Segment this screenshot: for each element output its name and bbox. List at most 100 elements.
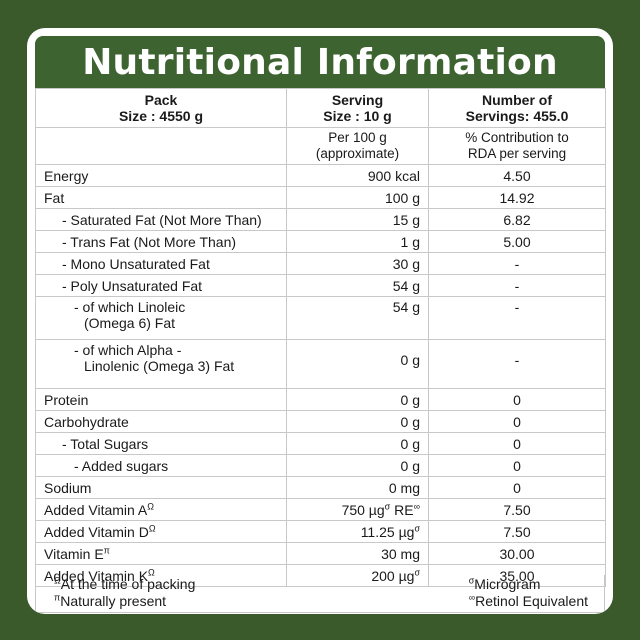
nutrient-label-text: Added Vitamin D — [44, 523, 149, 540]
sigma-mark: σ — [468, 575, 475, 586]
infinity-mark: ∞ — [468, 592, 476, 603]
footnotes-right: σMicrogram ∞Retinol Equivalent — [469, 576, 588, 610]
nutrient-rda: 6.82 — [428, 208, 606, 231]
table-row: Sodium 0 mg 0 — [35, 476, 606, 499]
nutrient-label-text: Added Vitamin K — [44, 567, 149, 584]
omega-mark: Ω — [148, 522, 156, 533]
nutrient-label: - Trans Fat (Not More Than) — [35, 230, 287, 253]
nutrient-rda: 30.00 — [428, 542, 606, 565]
nutrient-label: Sodium — [35, 476, 287, 499]
table-row: - Mono Unsaturated Fat 30 g - — [35, 252, 606, 275]
nutrient-value: 11.25 µgσ — [286, 520, 429, 543]
nutrient-value: 0 g — [286, 410, 429, 433]
nutrient-rda: 5.00 — [428, 230, 606, 253]
serving-size: Size : 10 g — [323, 108, 392, 124]
nutrient-rda: 7.50 — [428, 520, 606, 543]
nutrient-rda: - — [428, 274, 606, 297]
table-row: Protein 0 g 0 — [35, 388, 606, 411]
table-header-row: Pack Size : 4550 g Serving Size : 10 g N… — [35, 88, 606, 128]
nutrient-rda: 0 — [428, 410, 606, 433]
rda-header: % Contribution to RDA per serving — [428, 127, 606, 165]
footnote-text: At the time of packing — [60, 576, 196, 592]
nutrient-rda: 0 — [428, 454, 606, 477]
nutrition-table: Pack Size : 4550 g Serving Size : 10 g N… — [35, 88, 606, 587]
per-100g-line2: (approximate) — [315, 146, 400, 161]
nutrient-value: 0 g — [286, 388, 429, 411]
nutrient-rda: 0 — [428, 388, 606, 411]
nutrient-label: - of which Linoleic (Omega 6) Fat — [35, 296, 287, 340]
table-row: - Saturated Fat (Not More Than) 15 g 6.8… — [35, 208, 606, 231]
omega-mark: Ω — [148, 566, 155, 577]
table-row: - Trans Fat (Not More Than) 1 g 5.00 — [35, 230, 606, 253]
nutrient-value-text: 200 µg — [371, 567, 415, 584]
table-row: Vitamin Eπ 30 mg 30.00 — [35, 542, 606, 565]
nutrient-rda: 4.50 — [428, 164, 606, 187]
table-row: - Total Sugars 0 g 0 — [35, 432, 606, 455]
footnote-text: Retinol Equivalent — [475, 593, 588, 609]
nutrient-rda: 35.00 — [428, 564, 606, 587]
nutrient-label: - Poly Unsaturated Fat — [35, 274, 287, 297]
nutrient-label-text: Vitamin E — [44, 545, 104, 562]
omega-mark: Ω — [54, 575, 61, 586]
nutrient-value: 30 mg — [286, 542, 429, 565]
footnote-text: Naturally present — [60, 593, 167, 609]
nutrient-value: 750 µgσ RE∞ — [286, 498, 429, 521]
nutrient-label: Energy — [35, 164, 287, 187]
nutrient-rda: - — [428, 339, 606, 389]
nutrient-rda: 0 — [428, 432, 606, 455]
table-row: Added Vitamin DΩ 11.25 µgσ 7.50 — [35, 520, 606, 543]
nutrient-label: Added Vitamin AΩ — [35, 498, 287, 521]
nutrient-value: 54 g — [286, 296, 429, 340]
nutrient-value: 1 g — [286, 230, 429, 253]
nutrient-rda: 14.92 — [428, 186, 606, 209]
footnote-pi: πNaturally present — [54, 593, 195, 610]
table-row: - Poly Unsaturated Fat 54 g - — [35, 274, 606, 297]
nutrient-label: Added Vitamin KΩ — [35, 564, 287, 587]
rda-line2: RDA per serving — [467, 146, 567, 161]
nutrient-label: - Added sugars — [35, 454, 287, 477]
sigma-mark: σ — [414, 566, 420, 577]
table-row: Carbohydrate 0 g 0 — [35, 410, 606, 433]
pack-size: Size : 4550 g — [118, 108, 204, 124]
nutrient-value: 54 g — [286, 274, 429, 297]
nutrient-label-line2: (Omega 6) Fat — [84, 315, 176, 331]
omega-mark: Ω — [147, 500, 154, 511]
table-row: Energy 900 kcal 4.50 — [35, 164, 606, 187]
footnote-text: Microgram — [474, 576, 541, 592]
table-row: - of which Linoleic (Omega 6) Fat 54 g - — [35, 296, 606, 340]
nutrient-label: Carbohydrate — [35, 410, 287, 433]
nutrient-value: 15 g — [286, 208, 429, 231]
footnote-sigma: σMicrogram — [469, 576, 588, 593]
pi-mark: π — [103, 544, 110, 555]
footnote-omega: ΩAt the time of packing — [54, 576, 195, 593]
serving-label: Serving — [331, 92, 384, 108]
empty-cell — [35, 127, 287, 165]
nutrient-value: 0 g — [286, 454, 429, 477]
nutrient-rda: - — [428, 296, 606, 340]
nutrient-value-suffix: RE — [390, 501, 414, 518]
pi-mark: π — [54, 592, 61, 603]
nutrient-label: - of which Alpha - Linolenic (Omega 3) F… — [35, 339, 287, 389]
sigma-mark: σ — [414, 522, 420, 533]
per-100g-header: Per 100 g (approximate) — [286, 127, 429, 165]
nutrient-value: 0 g — [286, 432, 429, 455]
nutrient-rda: 7.50 — [428, 498, 606, 521]
table-row: Fat 100 g 14.92 — [35, 186, 606, 209]
footnote-infinity: ∞Retinol Equivalent — [469, 593, 588, 610]
nutrient-label-line2: Linolenic (Omega 3) Fat — [84, 358, 235, 374]
nutrient-rda: 0 — [428, 476, 606, 499]
pack-size-header: Pack Size : 4550 g — [35, 88, 287, 128]
footnotes: ΩAt the time of packing πNaturally prese… — [35, 575, 605, 613]
sigma-mark: σ — [384, 500, 391, 511]
table-row: - Added sugars 0 g 0 — [35, 454, 606, 477]
table-row: Added Vitamin KΩ 200 µgσ 35.00 — [35, 564, 606, 587]
nutrient-label: Vitamin Eπ — [35, 542, 287, 565]
nutrient-rda: - — [428, 252, 606, 275]
nutrient-value: 100 g — [286, 186, 429, 209]
pack-label: Pack — [144, 92, 178, 108]
nutrient-label: Added Vitamin DΩ — [35, 520, 287, 543]
nutrient-value: 30 g — [286, 252, 429, 275]
nutrition-label-card: Nutritional Information Pack Size : 4550… — [27, 28, 613, 614]
infinity-mark: ∞ — [413, 500, 420, 511]
page-title: Nutritional Information — [82, 41, 558, 83]
